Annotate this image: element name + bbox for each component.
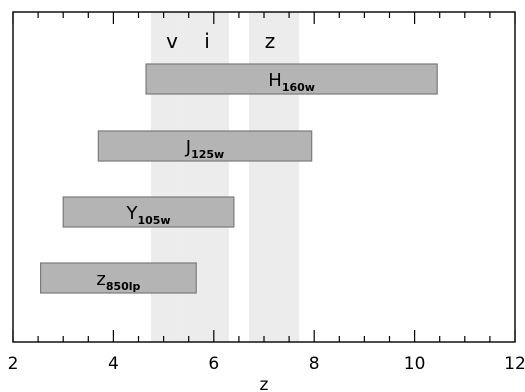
band-label-3: z	[265, 29, 276, 53]
bar-H160w	[145, 63, 438, 95]
bar-label-H160w: H160w	[268, 70, 315, 94]
bar-label-Y105w: Y105w	[125, 203, 170, 227]
x-tick-labels: 2 4 6 8 10 12	[8, 354, 525, 374]
bar-Y105w	[62, 196, 235, 228]
x-tick-label: 8	[309, 354, 320, 374]
bar-J125w	[97, 130, 313, 162]
x-tick-label: 6	[208, 354, 219, 374]
bar-label-z850lp: z850lp	[96, 269, 140, 293]
x-axis-label: z	[260, 375, 269, 392]
band-label-1: v	[166, 29, 178, 53]
x-ticks	[12, 12, 516, 342]
x-tick-label: 2	[8, 354, 19, 374]
band-3	[248, 12, 300, 342]
x-tick-label: 10	[404, 354, 426, 374]
x-tick-label: 12	[504, 354, 525, 374]
bar-label-J125w: J125w	[185, 137, 224, 161]
bar-z850lp	[40, 262, 197, 294]
band-label-2: i	[204, 29, 210, 53]
x-tick-label: 4	[108, 354, 119, 374]
filter-bars: H160w J125w Y105w z850lp	[40, 63, 438, 294]
